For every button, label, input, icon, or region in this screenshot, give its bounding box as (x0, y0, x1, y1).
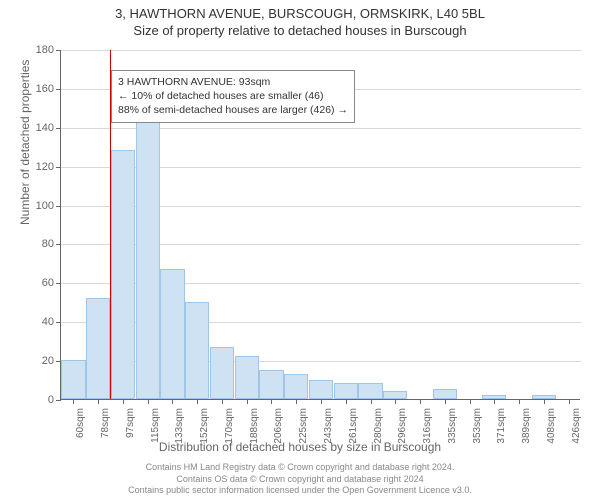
y-tick-label: 0 (48, 394, 54, 406)
y-tick-mark (56, 128, 61, 129)
histogram-bar (309, 380, 333, 399)
x-tick-mark (544, 399, 545, 404)
histogram-bar (210, 347, 234, 400)
x-tick-mark (73, 399, 74, 404)
x-tick-mark (247, 399, 248, 404)
histogram-bar (433, 389, 457, 399)
chart-title-line2: Size of property relative to detached ho… (0, 23, 600, 38)
x-tick-label: 97sqm (125, 408, 136, 438)
histogram-bar (61, 360, 85, 399)
x-tick-mark (123, 399, 124, 404)
x-tick-label: 188sqm (249, 408, 260, 444)
histogram-bar (86, 298, 110, 399)
y-tick-label: 140 (36, 122, 54, 134)
plot-area: 3 HAWTHORN AVENUE: 93sqm← 10% of detache… (60, 50, 580, 400)
x-tick-label: 353sqm (472, 408, 483, 444)
x-tick-label: 316sqm (422, 408, 433, 444)
histogram-bar (136, 121, 160, 399)
x-tick-label: 225sqm (298, 408, 309, 444)
x-tick-label: 78sqm (100, 408, 111, 438)
annotation-line3: 88% of semi-detached houses are larger (… (118, 103, 348, 117)
annotation-box: 3 HAWTHORN AVENUE: 93sqm← 10% of detache… (111, 70, 355, 123)
x-tick-label: 170sqm (224, 408, 235, 444)
y-tick-label: 80 (42, 238, 54, 250)
y-tick-mark (56, 89, 61, 90)
y-tick-label: 120 (36, 161, 54, 173)
y-tick-mark (56, 322, 61, 323)
y-tick-label: 180 (36, 44, 54, 56)
grid-line (61, 50, 581, 51)
histogram-bar (284, 374, 308, 399)
x-tick-label: 60sqm (75, 408, 86, 438)
footer-line1: Contains HM Land Registry data © Crown c… (0, 462, 600, 473)
x-tick-mark (470, 399, 471, 404)
histogram-bar (383, 391, 407, 399)
footer-line2: Contains OS data © Crown copyright and d… (0, 474, 600, 485)
histogram-bar (160, 269, 184, 399)
y-tick-label: 100 (36, 200, 54, 212)
x-tick-mark (148, 399, 149, 404)
x-tick-mark (371, 399, 372, 404)
histogram-bar (259, 370, 283, 399)
x-tick-label: 206sqm (273, 408, 284, 444)
histogram-bar (235, 356, 259, 399)
x-tick-mark (395, 399, 396, 404)
x-tick-mark (346, 399, 347, 404)
chart-footer: Contains HM Land Registry data © Crown c… (0, 462, 600, 496)
x-tick-mark (321, 399, 322, 404)
y-tick-label: 40 (42, 316, 54, 328)
x-tick-mark (519, 399, 520, 404)
footer-line3: Contains public sector information licen… (0, 485, 600, 496)
x-tick-label: 280sqm (373, 408, 384, 444)
y-axis-label: Number of detached properties (18, 60, 32, 225)
y-tick-label: 20 (42, 355, 54, 367)
y-tick-label: 160 (36, 83, 54, 95)
x-tick-mark (494, 399, 495, 404)
x-tick-mark (445, 399, 446, 404)
histogram-bar (185, 302, 209, 399)
y-tick-mark (56, 244, 61, 245)
x-tick-label: 335sqm (447, 408, 458, 444)
y-tick-label: 60 (42, 277, 54, 289)
chart-title-line1: 3, HAWTHORN AVENUE, BURSCOUGH, ORMSKIRK,… (0, 6, 600, 21)
chart-title-block: 3, HAWTHORN AVENUE, BURSCOUGH, ORMSKIRK,… (0, 0, 600, 38)
x-tick-label: 133sqm (174, 408, 185, 444)
x-tick-label: 296sqm (397, 408, 408, 444)
x-tick-mark (197, 399, 198, 404)
y-tick-mark (56, 283, 61, 284)
x-tick-mark (222, 399, 223, 404)
annotation-line2: ← 10% of detached houses are smaller (46… (118, 89, 348, 103)
x-tick-mark (271, 399, 272, 404)
x-tick-label: 152sqm (199, 408, 210, 444)
x-tick-label: 243sqm (323, 408, 334, 444)
chart-container: 3 HAWTHORN AVENUE: 93sqm← 10% of detache… (60, 50, 580, 400)
annotation-line1: 3 HAWTHORN AVENUE: 93sqm (118, 75, 348, 89)
x-tick-label: 261sqm (348, 408, 359, 444)
x-tick-mark (98, 399, 99, 404)
x-tick-label: 371sqm (496, 408, 507, 444)
y-tick-mark (56, 206, 61, 207)
x-tick-label: 115sqm (150, 408, 161, 443)
x-tick-mark (569, 399, 570, 404)
x-tick-mark (172, 399, 173, 404)
y-tick-mark (56, 400, 61, 401)
x-tick-label: 408sqm (546, 408, 557, 444)
x-tick-mark (296, 399, 297, 404)
y-tick-mark (56, 167, 61, 168)
y-tick-mark (56, 50, 61, 51)
histogram-bar (358, 383, 382, 399)
histogram-bar (111, 150, 135, 399)
x-tick-label: 426sqm (571, 408, 582, 444)
histogram-bar (334, 383, 358, 399)
x-tick-mark (420, 399, 421, 404)
x-tick-label: 389sqm (521, 408, 532, 444)
